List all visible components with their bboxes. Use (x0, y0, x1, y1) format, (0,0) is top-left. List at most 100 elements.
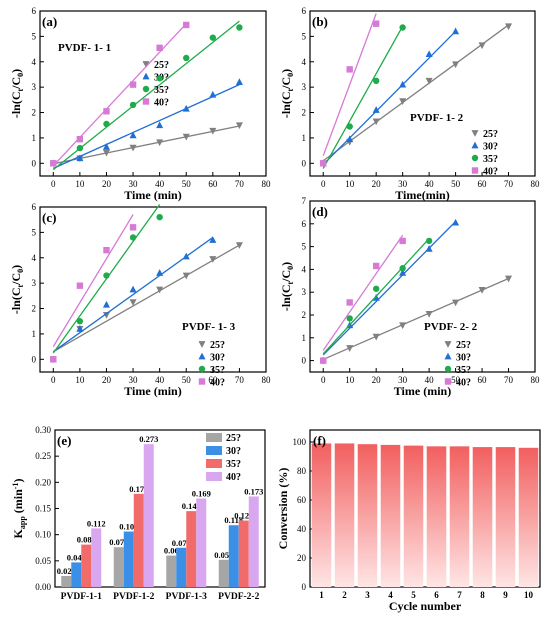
data-point (102, 142, 110, 150)
fit-line (322, 277, 509, 361)
bar (449, 446, 470, 587)
data-point (505, 23, 513, 31)
sample-annotation: PVDF- 1- 2 (410, 112, 464, 124)
fit-line (52, 244, 240, 353)
x-tick-label: 40 (425, 375, 435, 385)
y-axis-label-subscript: t (16, 285, 25, 288)
y-axis-label: Conversion (%) (276, 468, 290, 550)
y-tick-label: 6 (302, 6, 307, 16)
y-axis-label-subscript: t (16, 89, 25, 92)
data-point (372, 118, 380, 126)
data-point (129, 131, 137, 139)
data-point (399, 237, 406, 245)
fit-line (322, 25, 404, 169)
x-tick-label: 70 (504, 375, 514, 385)
x-tick-label: 30 (129, 375, 139, 385)
y-tick-label: 5 (32, 227, 37, 237)
bar-value-label: 0.178 (129, 484, 148, 494)
bar (228, 525, 239, 587)
y-tick-label: 4 (302, 264, 307, 274)
legend-label: 25? (456, 340, 471, 351)
y-axis-label: Kapp (min-1) (11, 479, 27, 539)
data-point (346, 315, 353, 322)
y-tick-label: 0.00 (35, 582, 51, 592)
data-point (320, 357, 327, 364)
data-point (156, 213, 163, 221)
x-tick-label: 50 (182, 179, 192, 189)
data-point (182, 272, 190, 280)
sample-annotation: PVDF- 1- 1 (58, 42, 111, 54)
x-tick-label: 10 (345, 179, 355, 189)
bar-value-label: 0.127 (234, 511, 254, 521)
fit-line (322, 13, 377, 156)
x-tick-label: 70 (235, 375, 245, 385)
data-point (425, 310, 433, 318)
sample-annotation: PVDF- 2- 2 (424, 321, 478, 333)
legend-swatch (206, 433, 222, 442)
data-point (209, 256, 217, 263)
y-axis-label-subscript: app (18, 516, 27, 529)
data-point (346, 123, 353, 130)
bar (426, 446, 447, 587)
y-axis-label-subscript: t (286, 282, 295, 285)
legend-marker (142, 61, 150, 68)
y-tick-label: 0.25 (35, 451, 51, 461)
x-tick-label: 30 (398, 375, 408, 385)
y-axis-label: -ln(Ct/C0) (9, 265, 25, 314)
data-point (399, 322, 407, 330)
data-point (346, 135, 354, 143)
x-tick-label: 50 (451, 375, 461, 385)
y-tick-label: 60 (297, 495, 307, 505)
bar-value-label: 0.076 (109, 537, 128, 547)
legend-label: 40? (154, 98, 169, 109)
legend-label: 30? (456, 353, 471, 364)
y-tick-label: 0 (302, 582, 307, 592)
x-tick-label: 60 (478, 375, 488, 385)
y-axis-label-subscript: 0 (16, 73, 25, 77)
bar-value-label: 0.06 (164, 546, 179, 556)
x-tick-label: 30 (398, 179, 408, 189)
fit-line (52, 23, 187, 167)
y-tick-label: 0 (32, 354, 37, 364)
legend-marker (471, 154, 479, 162)
panel-a-rate-plot: 0 10 20 30 40 50 60 70 80 0 1 2 3 4 5 6 Time (min) -ln(Ct… (9, 6, 271, 202)
x-axis-label: Time (min) (124, 188, 181, 202)
y-axis-label-part: -ln(C (9, 288, 23, 315)
data-point (346, 66, 353, 73)
data-point (346, 345, 354, 352)
plot-frame (309, 429, 541, 588)
x-axis-label: Time (min) (124, 384, 181, 398)
bar-value-label: 0.273 (139, 434, 158, 444)
y-axis-label-superscript: -1 (11, 483, 20, 490)
data-point (478, 287, 486, 294)
y-tick-label: 0 (302, 356, 307, 366)
data-point (505, 275, 513, 283)
plot-frame (309, 10, 536, 177)
x-tick-label: 10 (345, 375, 355, 385)
x-tick-label: 20 (372, 375, 382, 385)
data-point (182, 133, 190, 141)
x-tick-label: 9 (503, 590, 508, 600)
y-axis-label: -ln(Ct/C0) (9, 69, 25, 118)
data-point (183, 54, 190, 62)
panel-label: (b) (312, 14, 328, 29)
data-point (452, 61, 460, 69)
bar (403, 445, 424, 587)
data-point (76, 318, 84, 325)
x-tick-label: PVDF-2-2 (218, 592, 259, 602)
y-tick-label: 4 (302, 57, 307, 67)
fit-line (52, 20, 240, 171)
y-tick-label: 1 (302, 133, 307, 143)
data-point (156, 139, 164, 147)
y-tick-label: 40 (297, 524, 307, 534)
y-axis-label: -ln(Ct/C0) (279, 69, 295, 118)
x-tick-label: 30 (129, 179, 139, 189)
legend-marker (198, 341, 206, 348)
y-tick-label: 2 (302, 108, 307, 118)
bar (218, 559, 229, 587)
panel-d-rate-plot: 0 10 20 30 40 50 60 70 80 0 1 2 3 4 5 6 7 Time (min) -ln(C… (279, 196, 540, 398)
y-axis-label-part: -ln(C (279, 92, 293, 119)
legend-marker (444, 352, 452, 360)
data-point (76, 135, 84, 143)
x-tick-label: 40 (155, 179, 165, 189)
